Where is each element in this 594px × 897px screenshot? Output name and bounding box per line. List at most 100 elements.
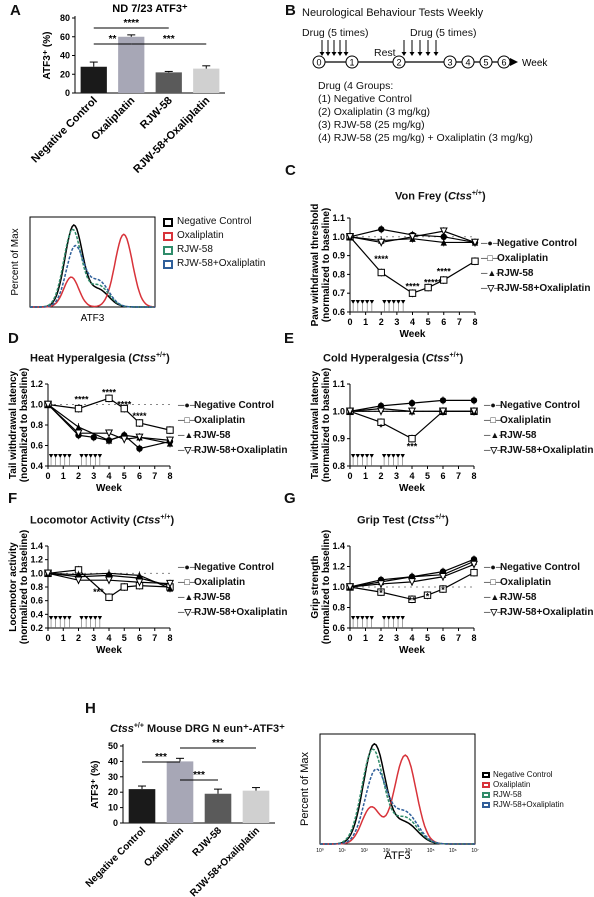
dose-arrow: [360, 300, 365, 304]
legend-e: ─●─ Negative Control ─□─ Oxaliplatin ─▲─ RJ…: [484, 398, 593, 458]
x-tick-label: 5: [425, 633, 430, 643]
legend-item: ─●─ Negative Control: [484, 400, 581, 411]
significance-label: *: [426, 591, 430, 601]
dose-arrow: [369, 454, 374, 458]
flow-legend-h: Negative Control Oxaliplatin RJW-58 RJW-…: [482, 770, 564, 810]
week-node-label: 1: [349, 58, 354, 68]
drug-label-2: Drug (5 times): [410, 27, 477, 39]
y-tick-label: 20: [60, 69, 70, 79]
dose-arrow: [395, 616, 401, 620]
dose-arrow: [350, 454, 356, 458]
data-point: [470, 238, 480, 247]
legend-item: ─▽─ RJW-58+Oxaliplatin: [484, 445, 594, 456]
significance-label: ***: [407, 442, 418, 452]
data-point: [345, 407, 355, 416]
y-tick-label: 1.0: [332, 582, 345, 592]
x-tick-label: 8: [471, 471, 476, 481]
y-tick-label: 0.4: [30, 609, 43, 619]
legend-item: ─□─ Oxaliplatin: [484, 415, 552, 426]
line-chart-d: 0.40.60.81.01.20 1 2 3 4 5 6 7 8Week************…: [8, 368, 175, 494]
data-point: [424, 283, 432, 292]
legend-item: ─□─ Oxaliplatin: [178, 577, 246, 588]
y-tick-label: 1.2: [30, 379, 43, 389]
data-point: [104, 576, 114, 585]
groups-line-2: (2) Oxaliplatin (3 mg/kg): [318, 106, 431, 118]
groups-line-3: (3) RJW-58 (25 mg/kg): [318, 119, 425, 131]
dose-arrow: [369, 616, 374, 620]
data-point: [120, 404, 128, 413]
data-point: [165, 579, 175, 588]
legend-item: ─▽─ RJW-58+Oxaliplatin: [178, 445, 288, 456]
significance-label: *****: [424, 278, 442, 288]
dose-arrow: [58, 454, 63, 458]
dose-arrow: [391, 300, 396, 304]
y-tick-label: 1.0: [30, 568, 43, 578]
data-point: [470, 568, 478, 577]
data-point: [423, 591, 432, 599]
data-point: [135, 433, 144, 442]
flow-legend-item: RJW-58: [482, 790, 564, 800]
y-tick-label: 0.8: [332, 461, 345, 471]
dose-arrow: [369, 300, 375, 304]
bar: [155, 72, 182, 93]
data-point: [408, 595, 416, 603]
x-tick-label: 0: [45, 471, 50, 481]
y-tick-label: 60: [60, 32, 70, 42]
data-point: [377, 268, 385, 277]
y-tick-label: 1.0: [332, 406, 345, 416]
x-tick-label: 2: [76, 471, 81, 481]
legend-item: ─●─ Negative Control: [178, 562, 275, 573]
x-tick-label: 3: [91, 471, 96, 481]
data-point: [136, 445, 143, 452]
y-tick-label: 0.9: [332, 251, 345, 261]
category-label: RJW-58+Oxaliplatin: [188, 825, 262, 897]
chart-title-e: Cold Hyperalgesia (Ctss+/+): [323, 352, 464, 365]
dose-arrowhead: [343, 52, 349, 56]
x-tick-label: 4: [106, 471, 111, 481]
data-point: [345, 233, 355, 242]
legend-item: ─□─ Oxaliplatin: [484, 577, 552, 588]
dose-arrow: [97, 616, 103, 620]
legend-f: ─●─ Negative Control ─□─ Oxaliplatin ─▲─ RJ…: [178, 560, 287, 620]
data-point: [75, 423, 82, 431]
dose-arrow: [350, 616, 356, 620]
x-tick-label: 7: [152, 471, 157, 481]
legend-item: ─□─ Oxaliplatin: [481, 253, 549, 264]
significance-label: ****: [123, 18, 139, 29]
data-point: [165, 436, 175, 445]
x-tick-label: 1: [61, 633, 66, 643]
legend-g: ─●─ Negative Control ─□─ Oxaliplatin ─▲─ RJ…: [484, 560, 593, 620]
dose-arrow: [400, 616, 405, 620]
x-tick-label: 5: [122, 471, 127, 481]
significance-label: *: [379, 422, 383, 432]
week-node-label: 0: [316, 58, 321, 68]
data-point: [43, 569, 53, 578]
dose-arrow: [88, 616, 93, 620]
y-axis-title: Locomotor activity: [8, 542, 19, 632]
data-point: [120, 435, 129, 444]
dose-arrow: [79, 616, 84, 620]
series-line: [349, 236, 476, 294]
flow-legend-a: Negative Control Oxaliplatin RJW-58 RJW-…: [163, 215, 265, 271]
dose-arrow: [67, 454, 72, 458]
dose-arrow: [83, 454, 89, 458]
y-axis-title: (normalized to baseline): [321, 530, 332, 644]
y-axis-title: Tail withdrawal latency: [310, 370, 321, 479]
x-tick-label: 4: [409, 633, 414, 643]
x-tick-label: 7: [457, 317, 462, 327]
drug-label-1: Drug (5 times): [302, 27, 369, 39]
data-point: [135, 419, 144, 427]
significance-label: *: [441, 585, 445, 595]
data-point: [408, 434, 416, 443]
dose-arrow: [62, 616, 67, 620]
x-tick-label: 0: [347, 633, 352, 643]
x-tick-label: 8: [167, 633, 172, 643]
x-tick-label: 1: [61, 471, 66, 481]
data-point: [407, 578, 417, 587]
dose-arrow: [350, 300, 356, 304]
x-tick-label: 10²: [361, 848, 369, 854]
y-tick-label: 0.7: [332, 288, 345, 298]
y-tick-label: 10: [108, 803, 118, 813]
